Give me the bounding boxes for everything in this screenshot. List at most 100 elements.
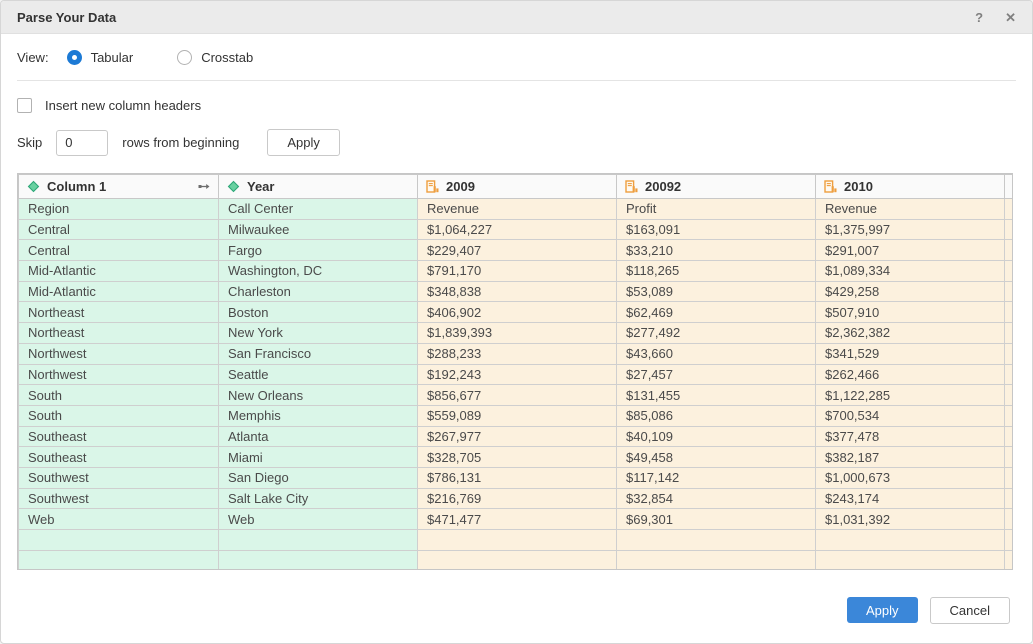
move-column-icon[interactable] [198, 182, 210, 191]
table-cell: $471,477 [417, 508, 617, 530]
table-row: South Memphis $559,089 $85,086 $700,534 [18, 404, 1012, 427]
radio-option-tabular[interactable]: Tabular [66, 50, 134, 65]
table-cell [18, 529, 219, 551]
table-cell: $192,243 [417, 363, 617, 386]
table-cell [417, 529, 617, 551]
table-cell: Seattle [218, 363, 418, 386]
column-header-2009[interactable]: 2009 [417, 174, 617, 199]
radio-crosstab-label: Crosstab [201, 50, 254, 65]
scrollbar-gutter [1004, 280, 1012, 303]
dimension-icon[interactable] [27, 180, 40, 193]
skip-label: Skip [17, 135, 43, 150]
scrollbar-gutter [1004, 198, 1012, 220]
radio-tabular-label: Tabular [90, 50, 134, 65]
table-cell: Call Center [218, 198, 418, 220]
table-cell: New Orleans [218, 384, 418, 406]
table-cell: $267,977 [417, 425, 617, 448]
table-cell [815, 549, 1005, 569]
radio-crosstab-icon[interactable] [177, 50, 193, 65]
scrollbar-gutter [1004, 322, 1012, 344]
table-cell: Miami [218, 446, 418, 468]
column-header-label: Column 1 [47, 179, 107, 194]
table-cell [218, 529, 418, 551]
cancel-button[interactable]: Cancel [929, 597, 1010, 624]
table-cell: $786,131 [417, 466, 617, 489]
table-cell: San Francisco [218, 342, 418, 365]
measure-icon[interactable] [824, 180, 837, 193]
table-cell: Washington, DC [218, 260, 418, 282]
table-cell: $1,000,673 [815, 466, 1005, 489]
apply-button[interactable]: Apply [847, 597, 918, 623]
close-icon[interactable]: ✕ [1005, 9, 1016, 25]
table-cell: $328,705 [417, 446, 617, 468]
table-cell: $49,458 [616, 446, 816, 468]
table-cell: Fargo [218, 239, 418, 262]
radio-option-crosstab[interactable]: Crosstab [177, 50, 253, 65]
table-cell: $1,839,393 [417, 322, 617, 344]
table-cell: $1,089,334 [815, 260, 1005, 282]
table-cell: $53,089 [616, 280, 816, 303]
help-icon[interactable]: ? [975, 9, 984, 25]
table-cell: $341,529 [815, 342, 1005, 365]
table-cell: $1,122,285 [815, 384, 1005, 406]
table-cell: $131,455 [616, 384, 816, 406]
table-header-row: Column 1 Year 2009 20092 2010 [18, 174, 1012, 199]
table-cell: $243,174 [815, 487, 1005, 510]
table-cell: Charleston [218, 280, 418, 303]
insert-headers-checkbox[interactable] [17, 98, 32, 113]
table-cell [417, 549, 617, 569]
measure-icon[interactable] [625, 180, 638, 193]
skip-rows-input[interactable] [56, 129, 109, 156]
table-row: Central Fargo $229,407 $33,210 $291,007 [18, 239, 1012, 262]
table-cell: $62,469 [616, 301, 816, 324]
table-cell: New York [218, 322, 418, 344]
table-cell: Central [18, 218, 219, 241]
table-cell: $262,466 [815, 363, 1005, 386]
table-cell: $406,902 [417, 301, 617, 324]
table-cell: $27,457 [616, 363, 816, 386]
table-cell: Southeast [18, 425, 219, 448]
table-cell: $382,187 [815, 446, 1005, 468]
table-cell: Revenue [417, 198, 617, 220]
scrollbar-gutter [1004, 301, 1012, 324]
table-row: Southeast Miami $328,705 $49,458 $382,187 [18, 446, 1012, 468]
scrollbar-gutter [1004, 342, 1012, 365]
scrollbar-gutter [1004, 404, 1012, 427]
dimension-icon[interactable] [227, 180, 240, 193]
data-preview-table-container[interactable]: Column 1 Year 2009 20092 2010 Region Call Cent… [17, 173, 1013, 570]
table-cell: Southeast [18, 446, 219, 468]
table-cell: Region [18, 198, 219, 220]
table-row: Northeast New York $1,839,393 $277,492 $2,36… [18, 322, 1012, 344]
scrollbar-gutter [1004, 384, 1012, 406]
table-cell: Atlanta [218, 425, 418, 448]
dialog-footer: Apply Cancel [847, 597, 1010, 624]
column-header-20092[interactable]: 20092 [616, 174, 816, 199]
column-header-label: 2010 [844, 179, 873, 194]
radio-tabular-icon[interactable] [66, 50, 82, 65]
measure-icon[interactable] [426, 180, 439, 193]
column-header-2010[interactable]: 2010 [815, 174, 1005, 199]
scrollbar-gutter [1004, 549, 1012, 569]
table-cell: Southwest [18, 466, 219, 489]
table-row: Region Call Center Revenue Profit Revenue [18, 198, 1012, 220]
table-cell: Salt Lake City [218, 487, 418, 510]
table-cell: $1,375,997 [815, 218, 1005, 241]
scrollbar-gutter [1004, 487, 1012, 510]
table-cell: $559,089 [417, 404, 617, 427]
table-cell: Northwest [18, 363, 219, 386]
table-cell: $216,769 [417, 487, 617, 510]
table-cell: $291,007 [815, 239, 1005, 262]
table-cell: $117,142 [616, 466, 816, 489]
table-cell: Memphis [218, 404, 418, 427]
table-cell: $43,660 [616, 342, 816, 365]
table-cell: Web [218, 508, 418, 530]
table-cell: $1,064,227 [417, 218, 617, 241]
column-header-column-1[interactable]: Column 1 [18, 174, 219, 199]
table-cell: San Diego [218, 466, 418, 489]
column-header-year[interactable]: Year [218, 174, 418, 199]
table-row: Mid-Atlantic Charleston $348,838 $53,089 $42… [18, 280, 1012, 303]
table-cell [616, 529, 816, 551]
skip-apply-button[interactable]: Apply [267, 129, 340, 156]
table-cell: Northeast [18, 301, 219, 324]
